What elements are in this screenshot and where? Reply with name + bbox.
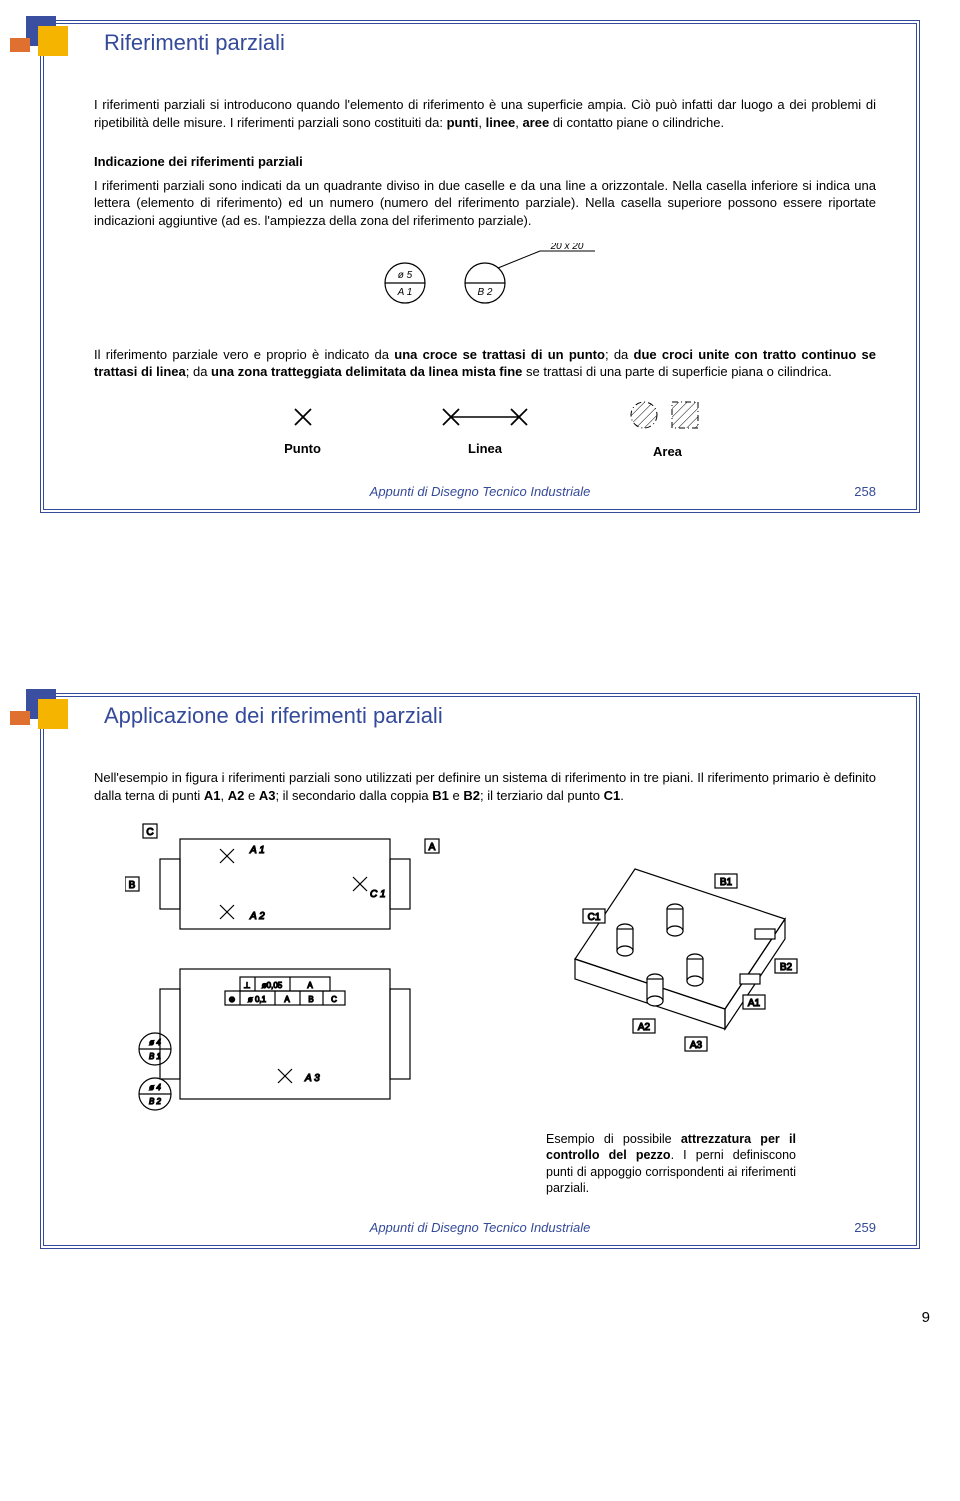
symbol-linea: Linea	[394, 402, 576, 458]
text: e	[244, 788, 258, 803]
svg-text:A: A	[284, 995, 290, 1004]
balloon2-bot: B 2	[477, 287, 492, 298]
svg-text:ø 0,1: ø 0,1	[248, 995, 267, 1004]
slide-header: Riferimenti parziali	[44, 24, 916, 72]
svg-text:A3: A3	[690, 1040, 703, 1051]
svg-text:A 2: A 2	[249, 911, 265, 922]
intro-paragraph: I riferimenti parziali si introducono qu…	[94, 96, 876, 131]
svg-text:C1: C1	[588, 912, 601, 923]
document-page-number: 9	[0, 1309, 960, 1338]
svg-text:A1: A1	[748, 998, 761, 1009]
slide-title: Applicazione dei riferimenti parziali	[104, 703, 443, 729]
text: ,	[478, 115, 485, 130]
svg-text:ø0,05: ø0,05	[262, 981, 283, 990]
bold-punti: punti	[447, 115, 479, 130]
symbol-label: Area	[576, 443, 758, 461]
slide-applicazione: Applicazione dei riferimenti parziali Ne…	[40, 693, 920, 1249]
svg-text:⊕: ⊕	[229, 995, 236, 1004]
footer-text: Appunti di Disegno Tecnico Industriale	[370, 1220, 591, 1235]
svg-text:A 3: A 3	[304, 1073, 320, 1084]
text: Esempio di possibile	[546, 1132, 681, 1146]
svg-text:B 2: B 2	[149, 1097, 162, 1106]
bold-text: una zona tratteggiata delimitata da line…	[211, 364, 522, 379]
symbol-area: Area	[576, 399, 758, 461]
svg-text:A: A	[429, 842, 436, 853]
bold-a3: A3	[259, 788, 276, 803]
svg-text:B2: B2	[780, 962, 793, 973]
svg-text:B: B	[129, 880, 136, 891]
svg-text:C: C	[146, 827, 153, 838]
accent-graphic	[4, 689, 74, 735]
svg-text:⊥: ⊥	[244, 981, 251, 990]
balloon2-note: 20 x 20	[550, 243, 584, 252]
slide-title: Riferimenti parziali	[104, 30, 285, 56]
bold-c1: C1	[604, 788, 621, 803]
symbol-punto: Punto	[211, 402, 393, 458]
footer-text: Appunti di Disegno Tecnico Industriale	[370, 484, 591, 499]
svg-text:C 1: C 1	[370, 889, 386, 900]
example-paragraph: Nell'esempio in figura i riferimenti par…	[94, 769, 876, 804]
slide-footer: Appunti di Disegno Tecnico Industriale 2…	[44, 480, 916, 499]
svg-text:B1: B1	[720, 877, 733, 888]
svg-text:A2: A2	[638, 1022, 651, 1033]
slide-content: I riferimenti parziali si introducono qu…	[44, 96, 916, 460]
bold-b1: B1	[432, 788, 449, 803]
balloon1-bot: A 1	[397, 287, 413, 298]
footer-page-num: 258	[854, 484, 876, 499]
bold-a1: A1	[204, 788, 221, 803]
svg-text:ø 4: ø 4	[149, 1083, 161, 1092]
text: ; il secondario dalla coppia	[275, 788, 432, 803]
bold-text: una croce se trattasi di un punto	[394, 347, 605, 362]
technical-figure: C B A A 1 A 2 C 1 ⊥	[94, 819, 876, 1124]
symbol-paragraph: Il riferimento parziale vero e proprio è…	[94, 346, 876, 381]
text: ; da	[186, 364, 211, 379]
text: ,	[220, 788, 227, 803]
figure-caption: Esempio di possibile attrezzatura per il…	[546, 1131, 796, 1196]
area-icon	[622, 399, 712, 435]
svg-text:C: C	[331, 995, 337, 1004]
text: .	[620, 788, 624, 803]
text: ; da	[605, 347, 634, 362]
bold-aree: aree	[522, 115, 549, 130]
svg-text:ø 4: ø 4	[149, 1038, 161, 1047]
text: se trattasi di una parte di superficie p…	[522, 364, 831, 379]
line-icon	[435, 402, 535, 432]
slide-content: Nell'esempio in figura i riferimenti par…	[44, 769, 916, 1196]
slide-footer: Appunti di Disegno Tecnico Industriale 2…	[44, 1216, 916, 1235]
footer-page-num: 259	[854, 1220, 876, 1235]
subheading: Indicazione dei riferimenti parziali	[94, 153, 876, 171]
svg-text:A: A	[307, 981, 313, 990]
cross-icon	[283, 402, 323, 432]
balloon1-top: ø 5	[398, 270, 413, 281]
bold-linee: linee	[486, 115, 516, 130]
slide-header: Applicazione dei riferimenti parziali	[44, 697, 916, 745]
slide-riferimenti-parziali: Riferimenti parziali I riferimenti parzi…	[40, 20, 920, 513]
symbol-row: Punto Linea Area	[211, 399, 758, 461]
text: Il riferimento parziale vero e proprio è…	[94, 347, 394, 362]
symbol-label: Punto	[211, 440, 393, 458]
bold-a2: A2	[228, 788, 245, 803]
accent-graphic	[4, 16, 74, 62]
balloon-figure: ø 5 A 1 B 2 20 x 20	[94, 243, 876, 318]
svg-text:A 1: A 1	[249, 845, 265, 856]
text: ; il terziario dal punto	[480, 788, 604, 803]
text: e	[449, 788, 463, 803]
indication-paragraph: I riferimenti parziali sono indicati da …	[94, 177, 876, 230]
bold-b2: B2	[463, 788, 480, 803]
text: di contatto piane o cilindriche.	[549, 115, 724, 130]
svg-text:B 1: B 1	[149, 1052, 161, 1061]
svg-text:B: B	[308, 995, 313, 1004]
symbol-label: Linea	[394, 440, 576, 458]
